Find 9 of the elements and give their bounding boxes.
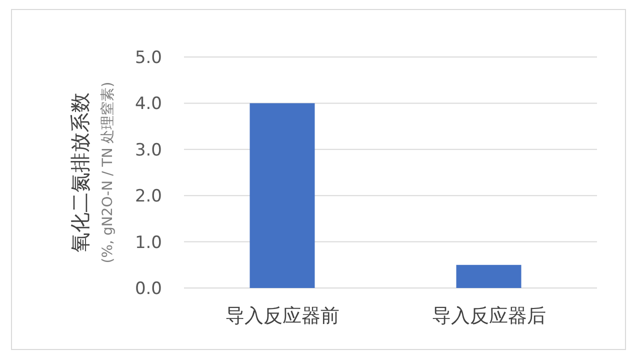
y-tick-label: 4.0 [134, 94, 162, 114]
y-tick-label: 5.0 [134, 48, 162, 68]
y-tick-label: 0.0 [134, 279, 162, 299]
x-tick-label: 导入反应器前 [225, 305, 340, 327]
y-tick-label: 2.0 [134, 186, 162, 207]
y-axis-title: 氧化二氮排放系数 (%, gN2O-N / TN 处理窒素) [68, 82, 116, 264]
y-tick-label: 3.0 [134, 140, 162, 160]
y-tick-label: 1.0 [134, 232, 162, 253]
x-tick-label: 导入反应器后 [432, 305, 546, 327]
